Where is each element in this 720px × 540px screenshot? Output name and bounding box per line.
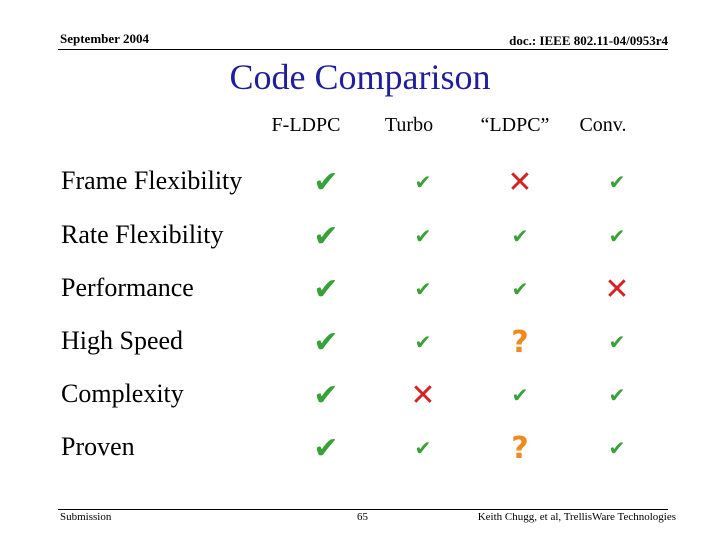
cross-icon: ✕	[604, 272, 630, 307]
check-icon: ✔	[608, 170, 626, 194]
cross-icon: ✕	[507, 165, 533, 200]
footer-rule	[58, 509, 668, 510]
column-header-conv: Conv.	[579, 114, 627, 136]
row-label: Rate Flexibility	[61, 220, 224, 249]
check-icon: ✔	[313, 431, 339, 466]
check-icon: ✔	[313, 272, 339, 307]
header-rule	[58, 49, 668, 50]
check-icon: ✔	[511, 224, 529, 248]
row-label: Complexity	[61, 379, 184, 408]
check-icon: ✔	[313, 165, 339, 200]
check-icon: ✔	[511, 277, 529, 301]
check-icon: ✔	[414, 330, 432, 354]
check-icon: ✔	[414, 170, 432, 194]
slide-title: Code Comparison	[229, 57, 491, 97]
check-icon: ✔	[608, 330, 626, 354]
cross-icon: ✕	[410, 378, 436, 413]
footer-author: Keith Chugg, et al, TrellisWare Technolo…	[477, 511, 676, 523]
header-doc-id: doc.: IEEE 802.11-04/0953r4	[509, 33, 668, 48]
check-icon: ✔	[414, 277, 432, 301]
row-label: Frame Flexibility	[61, 166, 243, 195]
check-icon: ✔	[608, 383, 626, 407]
row-label: Performance	[61, 273, 194, 302]
check-icon: ✔	[511, 383, 529, 407]
column-header-ldpc: “LDPC”	[480, 114, 550, 136]
check-icon: ✔	[414, 436, 432, 460]
question-icon: ?	[511, 325, 529, 360]
column-header-f-ldpc: F-LDPC	[271, 114, 341, 136]
check-icon: ✔	[414, 224, 432, 248]
check-icon: ✔	[608, 224, 626, 248]
check-icon: ✔	[313, 219, 339, 254]
row-label: High Speed	[61, 326, 184, 355]
row-label: Proven	[61, 432, 135, 461]
header-date: September 2004	[60, 31, 149, 46]
check-icon: ✔	[313, 378, 339, 413]
column-header-turbo: Turbo	[384, 114, 434, 136]
footer-page-number: 65	[357, 511, 368, 523]
footer-submission: Submission	[60, 511, 112, 523]
question-icon: ?	[511, 431, 529, 466]
check-icon: ✔	[313, 325, 339, 360]
check-icon: ✔	[608, 436, 626, 460]
